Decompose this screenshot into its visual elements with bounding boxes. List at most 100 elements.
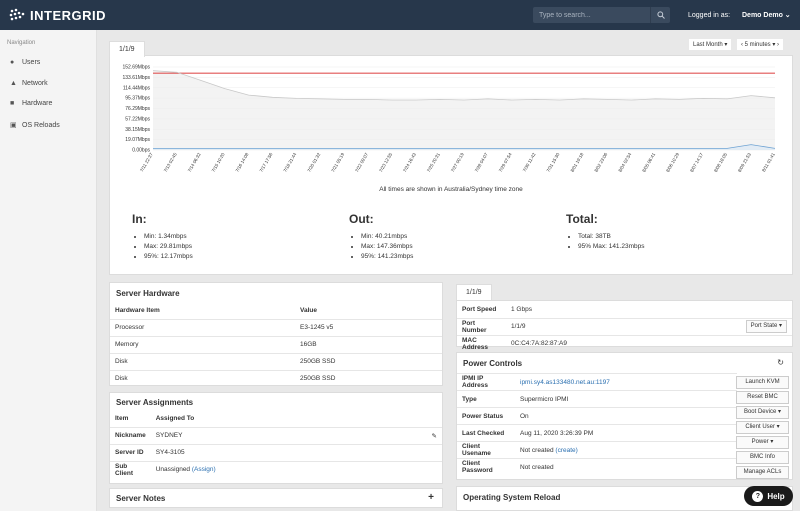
- stats-item: 95%: 12.17mbps: [144, 252, 193, 262]
- bmc-info-button[interactable]: BMC Info: [736, 451, 789, 464]
- server-assignments-panel: Server Assignments Item Assigned To Nickn…: [109, 392, 443, 484]
- reset-bmc-button[interactable]: Reset BMC: [736, 391, 789, 404]
- power-controls-panel: Power Controls ↻ IPMI IP Address ipmi.sy4…: [456, 352, 793, 480]
- sidebar-item-hardware[interactable]: ■ Hardware: [10, 100, 52, 107]
- sidebar-item-os-reloads[interactable]: ▣ OS Reloads: [10, 121, 60, 130]
- out-series-line: [152, 70, 776, 101]
- range-select[interactable]: Last Month ▾: [689, 39, 732, 50]
- table-row: Processor E3-1245 v5: [110, 318, 442, 336]
- button-label: Power: [751, 439, 769, 445]
- client-password-value: Not created: [515, 458, 737, 476]
- stats-total-title: Total:: [566, 212, 598, 226]
- power-table: IPMI IP Address ipmi.sy4.as133480.net.au:…: [457, 373, 737, 476]
- launch-kvm-button[interactable]: Launch KVM: [736, 376, 789, 389]
- power-button[interactable]: Power ▾: [736, 436, 789, 449]
- create-user-link[interactable]: (create): [555, 446, 578, 454]
- user-icon: ●: [10, 59, 15, 66]
- x-tick-label: 7/31 15:30: [546, 152, 561, 173]
- y-tick-label: 95.37Mbps: [125, 96, 150, 102]
- server-id-value: SY4-3105: [150, 443, 390, 461]
- y-tick-label: 38.15Mbps: [125, 127, 150, 133]
- sidebar-item-label: Users: [22, 59, 41, 66]
- prev-icon[interactable]: ‹: [741, 42, 743, 48]
- table-cell: Port Speed: [462, 305, 497, 313]
- interval-select[interactable]: ‹ 5 minutes ▾ ›: [737, 39, 784, 50]
- ipmi-address-link[interactable]: ipmi.sy4.as133480.net.au:1197: [515, 373, 737, 391]
- mac-address-value: 0C:C4:7A:82:87:A9: [506, 334, 732, 352]
- search-input[interactable]: [533, 7, 650, 23]
- x-tick-label: 7/17 17:56: [259, 152, 274, 173]
- port-panel: Port Speed 1 Gbps Port Number 1/1/9 Port St…: [456, 300, 793, 352]
- port-state-button[interactable]: Port State ▾: [745, 320, 787, 333]
- main-content: 1/1/9 Last Month ▾ ‹ 5 minutes ▾ › 152.6…: [97, 30, 800, 511]
- table-cell: 250GB SSD: [295, 369, 442, 387]
- hardware-icon: ■: [10, 100, 15, 107]
- brand-logo[interactable]: INTERGRID: [9, 8, 106, 23]
- sidebar-item-users[interactable]: ● Users: [10, 59, 40, 66]
- stats-out-title: Out:: [349, 212, 374, 226]
- nav-title: Navigation: [7, 40, 36, 46]
- panel-title: Server Assignments: [116, 398, 194, 407]
- x-tick-label: 8/01 19:18: [570, 152, 585, 173]
- sidebar-item-label: Network: [22, 80, 48, 87]
- x-tick-label: 7/28 04:07: [474, 152, 489, 173]
- last-checked-value: Aug 11, 2020 3:26:39 PM: [515, 424, 737, 442]
- search-button[interactable]: [650, 7, 670, 23]
- power-actions: Launch KVM Reset BMC Boot Device ▾ Clien…: [736, 376, 789, 481]
- tab-port[interactable]: 1/1/9: [456, 284, 492, 300]
- table-row: IPMI IP Address ipmi.sy4.as133480.net.au:…: [457, 373, 737, 391]
- stats-item: Min: 40.21mbps: [361, 232, 413, 242]
- table-row: Port Number 1/1/9 Port State ▾: [457, 317, 792, 335]
- table-cell: E3-1245 v5: [295, 318, 442, 336]
- edit-nickname-button[interactable]: ✎: [389, 426, 442, 444]
- plus-icon: +: [428, 492, 434, 503]
- client-user-button[interactable]: Client User ▾: [736, 421, 789, 434]
- x-tick-label: 8/08 18:05: [713, 152, 728, 173]
- x-tick-label: 7/16 14:08: [235, 152, 250, 173]
- panel-title: Power Controls: [463, 359, 523, 368]
- assignments-table: Item Assigned To Nickname SYDNEY ✎ Server I…: [110, 410, 442, 478]
- reload-icon: ▣: [10, 122, 17, 129]
- column-header: Value: [300, 306, 317, 314]
- sidebar-item-label: OS Reloads: [22, 121, 60, 129]
- table-row: MAC Address 0C:C4:7A:82:87:A9: [457, 334, 792, 352]
- in-series-line: [153, 144, 776, 149]
- table-row: Port Speed 1 Gbps: [457, 301, 792, 318]
- tab-port-graph[interactable]: 1/1/9: [109, 41, 145, 57]
- table-row: Client Usename Not created (create): [457, 441, 737, 459]
- y-tick-label: 19.07Mbps: [125, 137, 150, 143]
- table-cell: Port Number: [457, 317, 506, 335]
- table-cell: Type: [457, 390, 515, 408]
- table-cell: 16GB: [295, 335, 442, 353]
- chevron-down-icon: ⌄: [784, 12, 791, 19]
- nickname-value: SYDNEY: [150, 426, 390, 444]
- x-tick-label: 8/05 06:41: [641, 152, 656, 173]
- brand-name: INTERGRID: [30, 7, 106, 23]
- table-cell: IPMI IP Address: [457, 373, 515, 391]
- login-info: Logged in as: Demo Demo ⌄: [688, 11, 791, 19]
- table-cell: Server ID: [110, 443, 151, 461]
- x-tick-label: 8/04 02:54: [617, 152, 632, 173]
- network-icon: ▲: [10, 80, 17, 87]
- manage-acls-button[interactable]: Manage ACLs: [736, 466, 789, 479]
- x-tick-label: 8/11 01:41: [761, 152, 776, 173]
- panel-title: Server Notes: [116, 494, 166, 503]
- stats-item: Min: 1.34mbps: [144, 232, 193, 242]
- timezone-note: All times are shown in Australia/Sydney …: [379, 186, 523, 193]
- table-row: Type Supermicro IPMI: [457, 390, 737, 408]
- user-menu[interactable]: Demo Demo ⌄: [742, 12, 791, 19]
- stats-item: Total: 38TB: [578, 232, 644, 242]
- assign-link[interactable]: (Assign): [191, 466, 216, 474]
- out-series-area: [153, 70, 775, 150]
- table-cell: 250GB SSD: [295, 352, 442, 370]
- boot-device-button[interactable]: Boot Device ▾: [736, 406, 789, 419]
- sub-client-value: Unassigned: [155, 466, 191, 474]
- add-note-button[interactable]: +: [428, 492, 434, 503]
- sidebar-item-network[interactable]: ▲ Network: [10, 80, 48, 87]
- x-tick-label: 8/06 10:29: [665, 152, 680, 173]
- table-row: Server ID SY4-3105: [110, 443, 442, 461]
- x-tick-label: 7/30 11:42: [522, 152, 537, 173]
- refresh-button[interactable]: ↻: [777, 358, 784, 367]
- next-icon[interactable]: ›: [777, 42, 780, 48]
- help-button[interactable]: ? Help: [744, 486, 793, 506]
